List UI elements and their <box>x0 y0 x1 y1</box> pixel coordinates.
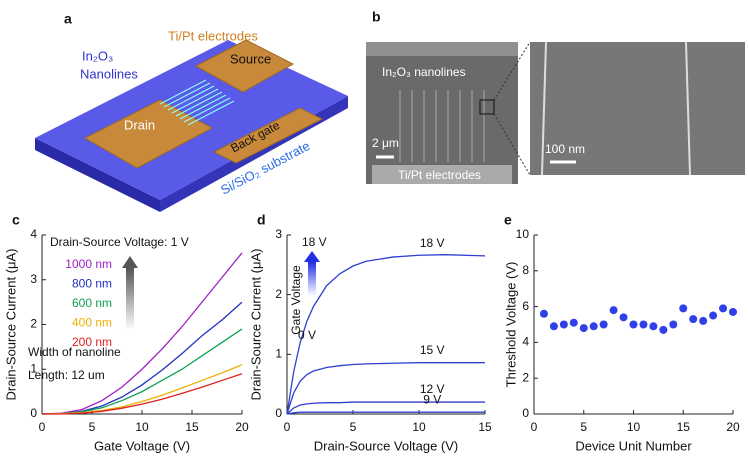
x-tick-label: 5 <box>580 420 587 434</box>
point <box>659 325 668 334</box>
y-tick-label: 4 <box>522 335 529 349</box>
y-tick-label: 2 <box>30 317 37 331</box>
panel-label: c <box>12 212 20 228</box>
panel-label: b <box>372 9 381 25</box>
annotation: Length: 12 um <box>28 368 105 382</box>
legend-arrow-head <box>122 256 138 268</box>
drain-label: Drain <box>124 117 155 132</box>
y-tick-label: 4 <box>30 227 37 241</box>
x-axis-label: Drain-Source Voltage (V) <box>314 438 459 453</box>
y-tick-label: 2 <box>275 287 282 301</box>
series-line <box>286 411 485 415</box>
gate-arrow <box>308 262 316 296</box>
x-axis-label: Device Unit Number <box>575 438 692 453</box>
annotation: Width of nanoline <box>28 345 121 359</box>
annotation: Gate Voltage <box>289 265 303 335</box>
x-tick-label: 20 <box>726 420 740 434</box>
x-tick-label: 20 <box>235 420 249 434</box>
nanolines-label: In₂O₃ nanolines <box>382 65 466 79</box>
point <box>689 315 698 324</box>
y-tick-label: 0 <box>30 406 37 420</box>
annotation: 0 V <box>298 328 316 342</box>
series-label: 9 V <box>423 392 441 406</box>
scale-bar-label: 2 μm <box>372 136 399 150</box>
x-tick-label: 10 <box>627 420 641 434</box>
series-line <box>286 401 485 415</box>
point <box>549 322 558 331</box>
point <box>569 318 578 327</box>
device-illustration <box>35 39 348 212</box>
x-tick-label: 15 <box>478 420 492 434</box>
x-tick-label: 10 <box>135 420 149 434</box>
legend-arrow <box>126 268 134 330</box>
point <box>679 304 688 313</box>
point <box>559 320 568 329</box>
legend-entry: 400 nm <box>72 316 112 330</box>
series-line <box>286 362 485 415</box>
legend-entry: 200 nm <box>72 335 112 349</box>
y-tick-label: 10 <box>516 227 530 241</box>
y-tick-label: 1 <box>30 361 37 375</box>
x-tick-label: 10 <box>412 420 426 434</box>
x-tick-label: 15 <box>677 420 691 434</box>
legend-entry: 1000 nm <box>65 257 112 271</box>
point <box>609 306 618 315</box>
panel-label: d <box>257 212 266 228</box>
y-axis-label: Drain-Source Current (μA) <box>248 249 263 401</box>
series-line <box>286 254 486 415</box>
panel-label: e <box>504 212 512 228</box>
point <box>589 322 598 331</box>
point <box>539 309 548 318</box>
source-label: Source <box>230 51 271 66</box>
electrodes-label: Ti/Pt electrodes <box>398 168 481 182</box>
point <box>699 316 708 325</box>
x-tick-label: 0 <box>284 420 291 434</box>
y-tick-label: 2 <box>522 370 529 384</box>
x-tick-label: 0 <box>531 420 538 434</box>
x-tick-label: 5 <box>89 420 96 434</box>
gate-arrow-head <box>304 251 320 262</box>
annotation: Drain-Source Voltage: 1 V <box>50 235 189 249</box>
y-axis-label: Drain-Source Current (μA) <box>3 249 18 401</box>
point <box>639 320 648 329</box>
nanolines-label: In₂O₃ <box>82 48 113 63</box>
series-line <box>42 373 243 415</box>
point <box>729 307 737 316</box>
point <box>619 313 628 322</box>
y-tick-label: 3 <box>30 272 37 286</box>
x-tick-label: 15 <box>185 420 199 434</box>
y-tick-label: 1 <box>275 347 282 361</box>
point <box>649 322 658 331</box>
y-tick-label: 3 <box>275 227 282 241</box>
panel-label: a <box>64 11 72 27</box>
y-tick-label: 8 <box>522 263 529 277</box>
point <box>579 324 588 333</box>
series-label: 18 V <box>420 236 445 250</box>
x-tick-label: 5 <box>350 420 357 434</box>
annotation: 18 V <box>302 235 327 249</box>
y-tick-label: 6 <box>522 299 529 313</box>
legend-entry: 600 nm <box>72 296 112 310</box>
scale-bar-label: 100 nm <box>545 142 585 156</box>
point <box>669 320 678 329</box>
point <box>719 304 728 313</box>
sem-images <box>366 41 745 184</box>
legend-entry: 800 nm <box>72 277 112 291</box>
x-tick-label: 0 <box>39 420 46 434</box>
series-line <box>41 252 243 415</box>
series-label: 15 V <box>420 343 445 357</box>
point <box>709 311 718 320</box>
series-label: 12 V <box>420 382 445 396</box>
point <box>599 320 608 329</box>
x-axis-label: Gate Voltage (V) <box>94 438 190 453</box>
point <box>629 320 638 329</box>
nanolines-label: Nanolines <box>80 66 138 81</box>
electrodes-label: Ti/Pt electrodes <box>168 28 258 43</box>
y-tick-label: 0 <box>275 406 282 420</box>
y-axis-label: Threshold Voltage (V) <box>503 262 518 388</box>
y-tick-label: 0 <box>522 406 529 420</box>
